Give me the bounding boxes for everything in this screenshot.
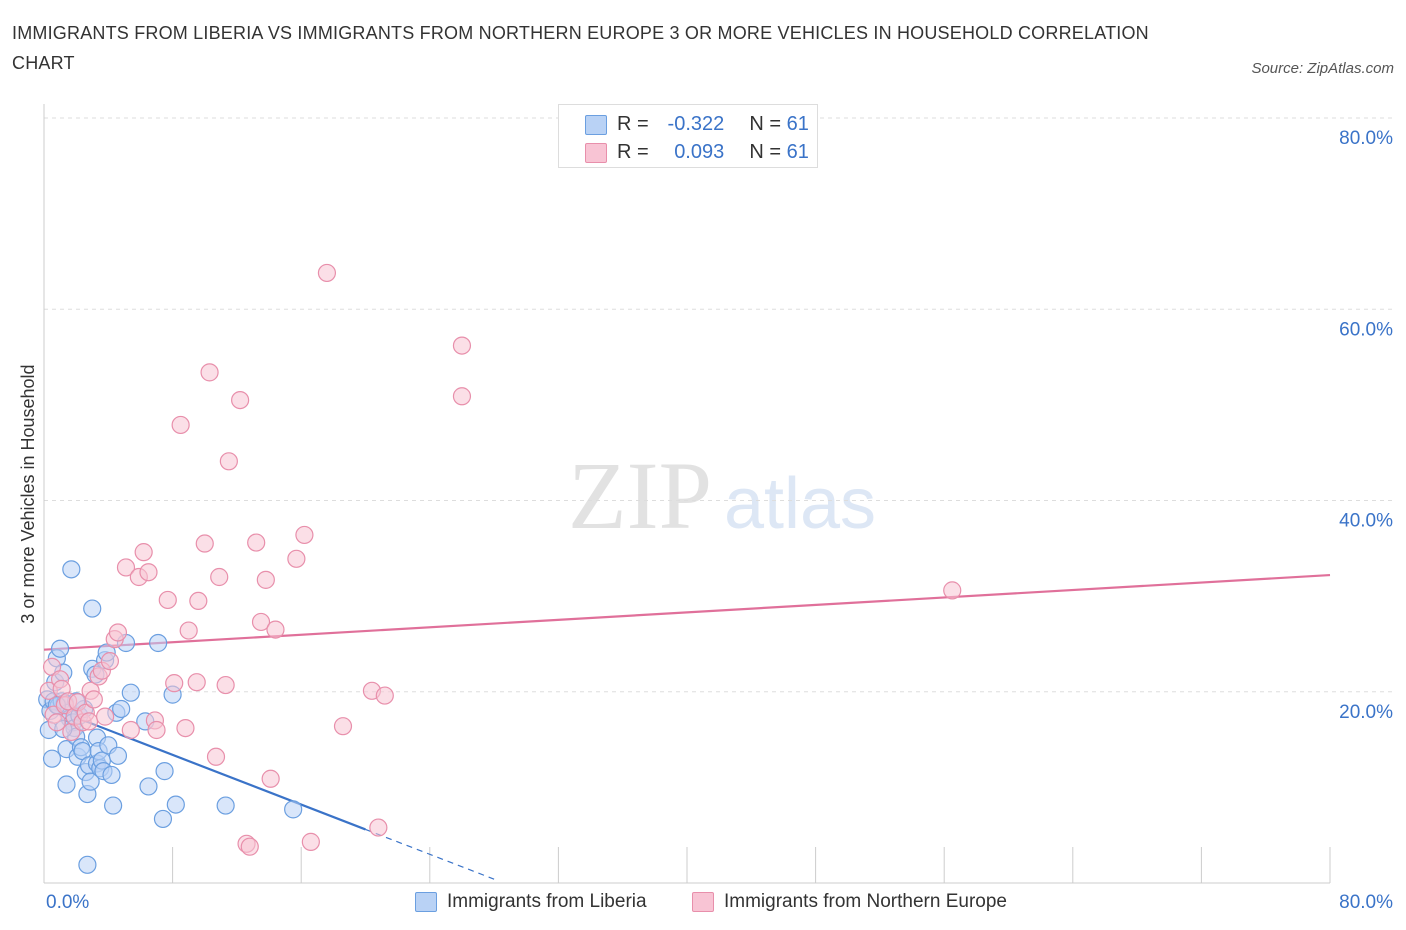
chart-source: Source: ZipAtlas.com bbox=[1251, 60, 1394, 77]
northern-europe-point bbox=[195, 534, 214, 553]
northern-europe-point bbox=[452, 387, 472, 406]
liberia-point bbox=[50, 639, 70, 658]
northern-europe-point bbox=[266, 620, 285, 639]
trend-lines bbox=[43, 573, 1331, 880]
chart-title: IMMIGRANTS FROM LIBERIA VS IMMIGRANTS FR… bbox=[12, 23, 1149, 73]
liberia-point bbox=[62, 560, 81, 579]
y-tick-label: 20.0% bbox=[1339, 702, 1393, 723]
northern-europe-point bbox=[333, 717, 353, 736]
r-label: R = bbox=[617, 113, 649, 135]
northern-europe-point bbox=[179, 621, 198, 640]
liberia-point bbox=[81, 772, 100, 791]
northern-europe-point bbox=[200, 363, 219, 382]
axes bbox=[43, 104, 1331, 884]
liberia-point bbox=[57, 775, 76, 794]
northern-europe-point bbox=[240, 837, 259, 856]
northern-europe-point bbox=[95, 707, 115, 726]
x-tick-label-start: 0.0% bbox=[46, 892, 89, 913]
northern-europe-point bbox=[247, 533, 266, 552]
northern-europe-point bbox=[116, 558, 136, 577]
northern-europe-point bbox=[100, 652, 120, 671]
data-points bbox=[38, 263, 962, 874]
northern-europe-point bbox=[206, 747, 226, 766]
liberia-trendline-extension bbox=[365, 828, 495, 880]
liberia-point bbox=[108, 746, 128, 765]
legend-label-northern-europe: Immigrants from Northern Europe bbox=[724, 891, 1007, 912]
northern-europe-point bbox=[256, 570, 275, 589]
legend-label-liberia: Immigrants from Liberia bbox=[447, 891, 647, 912]
northern-europe-point bbox=[375, 686, 394, 705]
northern-europe-trendline bbox=[43, 573, 1331, 651]
northern-europe-swatch-icon bbox=[585, 143, 607, 163]
northern-europe-point bbox=[121, 720, 140, 740]
northern-europe-point bbox=[317, 263, 337, 283]
liberia-point bbox=[155, 762, 174, 781]
liberia-point bbox=[104, 796, 123, 815]
n-value: 61 bbox=[786, 141, 809, 163]
northern-europe-point bbox=[452, 336, 472, 355]
northern-europe-point bbox=[943, 581, 962, 600]
liberia-point bbox=[83, 599, 102, 618]
liberia-point bbox=[149, 633, 168, 653]
northern-europe-point bbox=[134, 543, 153, 562]
northern-europe-point bbox=[165, 674, 184, 693]
liberia-point bbox=[102, 765, 121, 785]
northern-europe-legend-icon bbox=[692, 892, 714, 912]
northern-europe-point bbox=[219, 452, 238, 471]
liberia-trendline bbox=[43, 704, 366, 831]
liberia-point bbox=[284, 800, 303, 819]
n-label: N = bbox=[749, 141, 782, 163]
northern-europe-point bbox=[231, 390, 250, 410]
liberia-point bbox=[42, 749, 62, 768]
northern-europe-point bbox=[147, 720, 166, 740]
northern-europe-point bbox=[216, 675, 235, 695]
northern-europe-point bbox=[79, 712, 99, 731]
watermark-atlas: atlas bbox=[724, 464, 876, 544]
northern-europe-point bbox=[301, 832, 320, 851]
n-value: 61 bbox=[786, 113, 809, 135]
watermark-zip: ZIP bbox=[568, 442, 712, 549]
northern-europe-point bbox=[369, 818, 388, 837]
northern-europe-point bbox=[108, 623, 128, 642]
northern-europe-point bbox=[251, 612, 271, 632]
northern-europe-point bbox=[295, 525, 314, 545]
stats-legend: R = -0.322 N = 61 R = 0.093 N = 61 bbox=[558, 104, 818, 168]
y-tick-label: 80.0% bbox=[1339, 128, 1393, 149]
liberia-point bbox=[166, 795, 185, 814]
northern-europe-point bbox=[84, 690, 103, 709]
northern-europe-point bbox=[210, 567, 229, 587]
liberia-point bbox=[121, 683, 140, 702]
northern-europe-point bbox=[158, 590, 177, 610]
x-tick-label-end: 80.0% bbox=[1339, 892, 1393, 913]
northern-europe-point bbox=[187, 673, 206, 692]
liberia-legend-icon bbox=[415, 892, 437, 912]
northern-europe-point bbox=[287, 549, 306, 568]
liberia-point bbox=[153, 809, 173, 829]
r-value: -0.322 bbox=[667, 113, 725, 135]
axis-labels: 20.0% 40.0% 60.0% 80.0% 0.0% 80.0% bbox=[46, 128, 1393, 913]
northern-europe-point bbox=[47, 713, 66, 732]
y-tick-label: 40.0% bbox=[1339, 511, 1393, 532]
northern-europe-point bbox=[189, 591, 208, 611]
northern-europe-point bbox=[171, 415, 190, 435]
northern-europe-point bbox=[139, 563, 158, 582]
n-label: N = bbox=[749, 113, 782, 135]
r-value: 0.093 bbox=[674, 141, 725, 163]
northern-europe-point bbox=[176, 718, 195, 738]
liberia-swatch-icon bbox=[585, 115, 607, 135]
liberia-point bbox=[216, 796, 235, 815]
r-label: R = bbox=[617, 141, 649, 163]
y-tick-label: 60.0% bbox=[1339, 319, 1393, 340]
liberia-point bbox=[78, 855, 97, 874]
northern-europe-point bbox=[261, 769, 280, 788]
liberia-point bbox=[112, 699, 131, 719]
y-axis-title: 3 or more Vehicles in Household bbox=[18, 364, 38, 623]
liberia-point bbox=[139, 777, 158, 796]
